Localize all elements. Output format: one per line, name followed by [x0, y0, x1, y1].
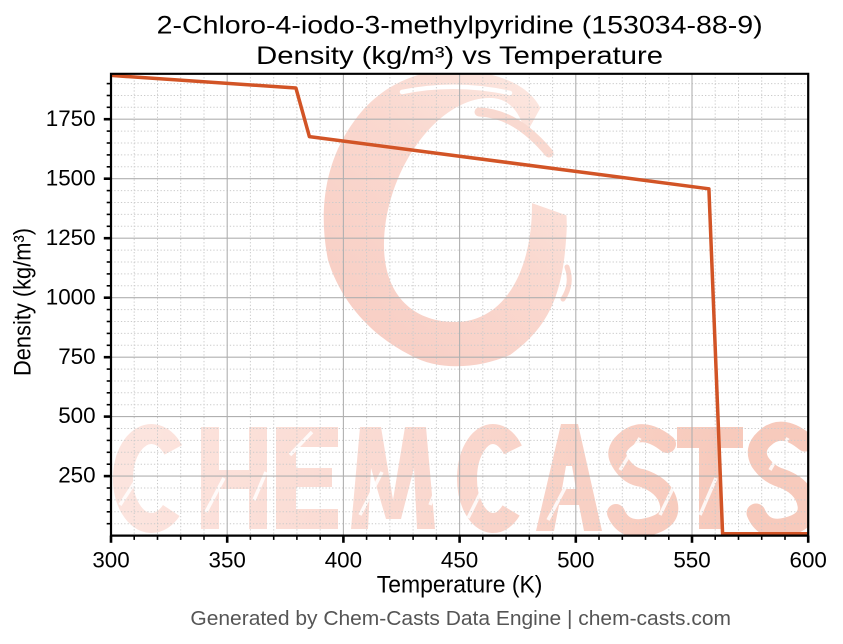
svg-text:2-Chloro-4-iodo-3-methylpyridi: 2-Chloro-4-iodo-3-methylpyridine (153034…	[157, 12, 763, 40]
svg-text:Temperature (K): Temperature (K)	[377, 571, 543, 598]
svg-text:Density (kg/m³) vs Temperature: Density (kg/m³) vs Temperature	[256, 42, 663, 70]
svg-text:250: 250	[58, 463, 95, 488]
svg-text:1000: 1000	[46, 284, 96, 309]
svg-text:500: 500	[557, 547, 594, 572]
svg-text:400: 400	[325, 547, 362, 572]
svg-text:350: 350	[209, 547, 246, 572]
svg-text:Generated by Chem-Casts Data E: Generated by Chem-Casts Data Engine | ch…	[190, 607, 731, 630]
svg-text:1500: 1500	[46, 165, 96, 190]
svg-text:450: 450	[441, 547, 478, 572]
svg-text:1750: 1750	[46, 106, 96, 131]
svg-text:550: 550	[673, 547, 710, 572]
svg-text:500: 500	[58, 403, 95, 428]
svg-text:Density (kg/m³): Density (kg/m³)	[10, 228, 37, 376]
svg-text:750: 750	[58, 344, 95, 369]
svg-text:1250: 1250	[46, 225, 96, 250]
svg-text:300: 300	[92, 547, 129, 572]
svg-text:600: 600	[790, 547, 827, 572]
